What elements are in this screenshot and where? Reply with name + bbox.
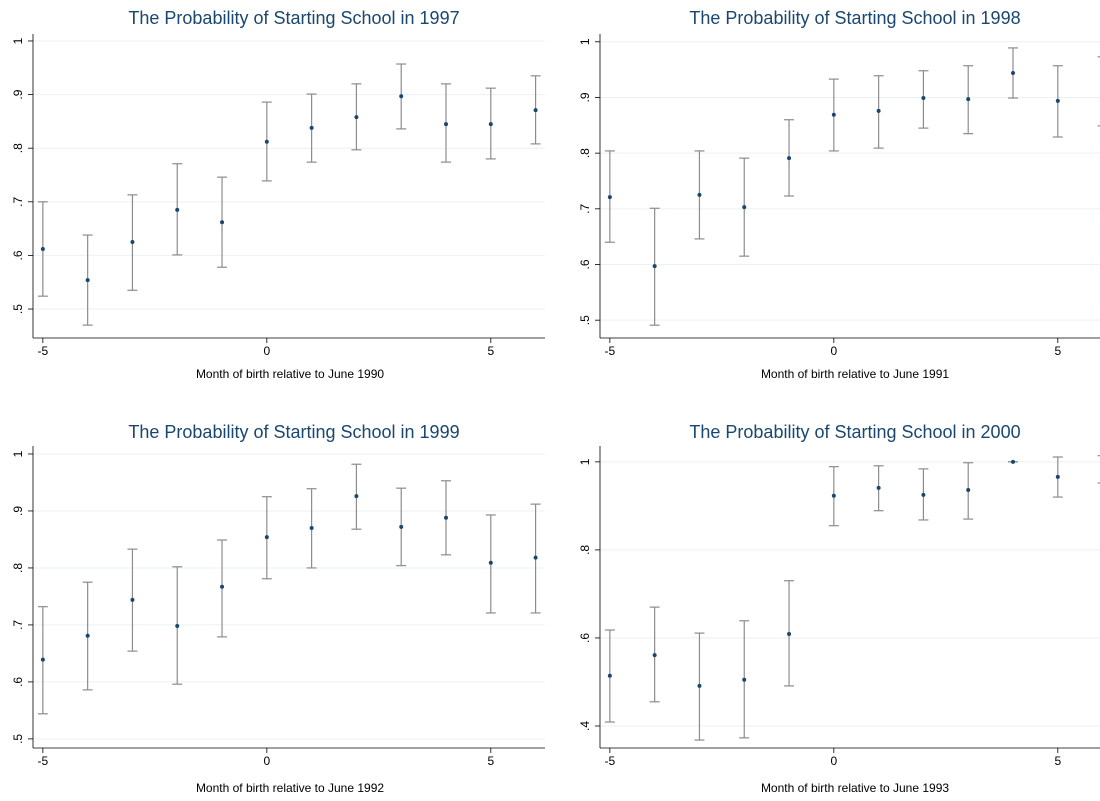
x-axis-label: Month of birth relative to June 1993 — [761, 781, 949, 795]
error-bar — [1097, 455, 1100, 484]
point — [1055, 98, 1060, 103]
chart-title: The Probability of Starting School in 19… — [128, 8, 459, 28]
point — [607, 195, 612, 200]
point — [787, 631, 792, 636]
point — [488, 560, 493, 565]
x-axis-label: Month of birth relative to June 1990 — [196, 367, 384, 381]
point — [40, 246, 45, 251]
x-tick-label: 5 — [1054, 754, 1061, 768]
point — [488, 122, 493, 127]
y-tick-label: .5 — [11, 304, 25, 314]
x-tick-label: 0 — [263, 344, 270, 358]
point — [444, 122, 449, 127]
point — [85, 633, 90, 638]
y-tick-label: 1 — [11, 37, 25, 44]
point — [264, 535, 269, 540]
point — [1011, 459, 1016, 464]
y-tick-label: .6 — [578, 633, 592, 643]
point — [787, 156, 792, 161]
panel: The Probability of Starting School in 19… — [11, 8, 545, 381]
point — [175, 624, 180, 629]
point — [1011, 70, 1016, 75]
chart-title: The Probability of Starting School in 19… — [128, 422, 459, 442]
point — [876, 485, 881, 490]
y-tick-label: 1 — [578, 458, 592, 465]
y-tick-label: .5 — [578, 315, 592, 325]
point — [742, 677, 747, 682]
chart-title: The Probability of Starting School in 20… — [689, 422, 1020, 442]
x-tick-label: -5 — [38, 344, 49, 358]
point — [309, 125, 314, 130]
point — [130, 597, 135, 602]
point — [921, 96, 926, 101]
point — [966, 97, 971, 102]
point — [130, 240, 135, 245]
panel: The Probability of Starting School in 20… — [578, 422, 1100, 795]
x-axis-label: Month of birth relative to June 1992 — [196, 781, 384, 795]
point — [175, 207, 180, 212]
y-tick-label: .6 — [578, 259, 592, 269]
point — [831, 112, 836, 117]
y-tick-label: .6 — [11, 250, 25, 260]
point — [399, 524, 404, 529]
point — [697, 192, 702, 197]
y-tick-label: .5 — [11, 734, 25, 744]
x-tick-label: 5 — [1054, 344, 1061, 358]
x-tick-label: 5 — [487, 754, 494, 768]
point — [831, 493, 836, 498]
y-tick-label: .4 — [578, 721, 592, 731]
y-tick-label: .8 — [578, 545, 592, 555]
point — [652, 264, 657, 269]
point — [85, 278, 90, 283]
point — [40, 657, 45, 662]
y-tick-label: .7 — [578, 204, 592, 214]
x-tick-label: -5 — [605, 344, 616, 358]
y-tick-label: .8 — [578, 148, 592, 158]
y-tick-label: .7 — [11, 196, 25, 206]
x-tick-label: 0 — [263, 754, 270, 768]
point — [354, 494, 359, 499]
y-tick-label: .6 — [11, 677, 25, 687]
y-tick-label: 1 — [11, 450, 25, 457]
point — [354, 115, 359, 120]
point — [309, 526, 314, 531]
x-axis-label: Month of birth relative to June 1991 — [761, 367, 949, 381]
point — [876, 108, 881, 113]
y-tick-label: .8 — [11, 563, 25, 573]
point — [533, 555, 538, 560]
point — [697, 683, 702, 688]
x-tick-label: -5 — [605, 754, 616, 768]
point — [921, 492, 926, 497]
point — [966, 488, 971, 493]
point — [220, 220, 225, 225]
point — [264, 139, 269, 144]
x-tick-label: 0 — [830, 754, 837, 768]
point — [607, 673, 612, 678]
y-tick-label: .7 — [11, 620, 25, 630]
point — [220, 584, 225, 589]
x-tick-label: 5 — [487, 344, 494, 358]
y-tick-label: .9 — [11, 89, 25, 99]
panel: The Probability of Starting School in 19… — [578, 8, 1100, 381]
y-tick-label: .9 — [11, 506, 25, 516]
point — [399, 94, 404, 99]
point — [533, 108, 538, 113]
error-bar — [1097, 56, 1100, 127]
point — [652, 653, 657, 658]
point — [444, 515, 449, 520]
panel: The Probability of Starting School in 19… — [11, 422, 545, 795]
y-tick-label: 1 — [578, 38, 592, 45]
chart-title: The Probability of Starting School in 19… — [689, 8, 1020, 28]
point — [742, 205, 747, 210]
x-tick-label: -5 — [38, 754, 49, 768]
y-tick-label: .9 — [578, 92, 592, 102]
point — [1055, 474, 1060, 479]
x-tick-label: 0 — [830, 344, 837, 358]
y-tick-label: .8 — [11, 143, 25, 153]
